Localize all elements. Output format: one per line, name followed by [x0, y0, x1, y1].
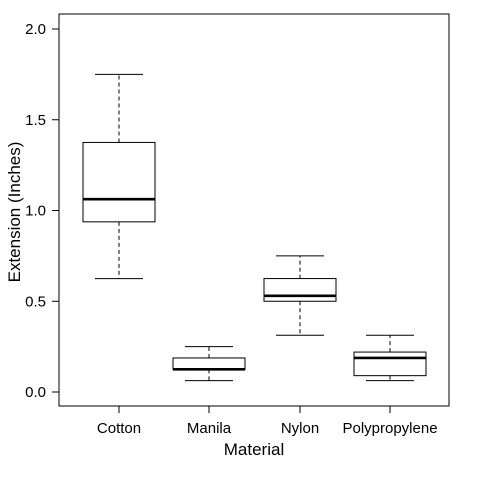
iqr-box — [172, 357, 246, 370]
iqr-box — [353, 351, 427, 377]
y-tick-label: 2.0 — [25, 21, 46, 38]
y-axis: 0.0 0.5 1.0 1.5 2.0 — [25, 21, 59, 401]
box-nylon — [263, 255, 337, 336]
iqr-box — [263, 278, 337, 302]
iqr-box — [82, 141, 156, 223]
y-tick-label: 0.5 — [25, 293, 46, 310]
box-manila — [172, 346, 246, 382]
y-axis-title: Extension (Inches) — [5, 142, 24, 283]
x-tick-label: Manila — [187, 420, 232, 437]
box-polypropylene — [353, 334, 427, 382]
x-axis-title: Material — [224, 440, 284, 459]
y-tick-label: 1.0 — [25, 203, 46, 220]
x-tick-label: Polypropylene — [342, 420, 437, 437]
y-tick-label: 1.5 — [25, 112, 46, 129]
x-tick-label: Nylon — [281, 420, 319, 437]
y-tick-label: 0.0 — [25, 384, 46, 401]
x-tick-label: Cotton — [97, 420, 141, 437]
x-axis: Cotton Manila Nylon Polypropylene — [97, 406, 438, 437]
box-cotton — [82, 73, 156, 280]
boxes — [82, 73, 427, 382]
